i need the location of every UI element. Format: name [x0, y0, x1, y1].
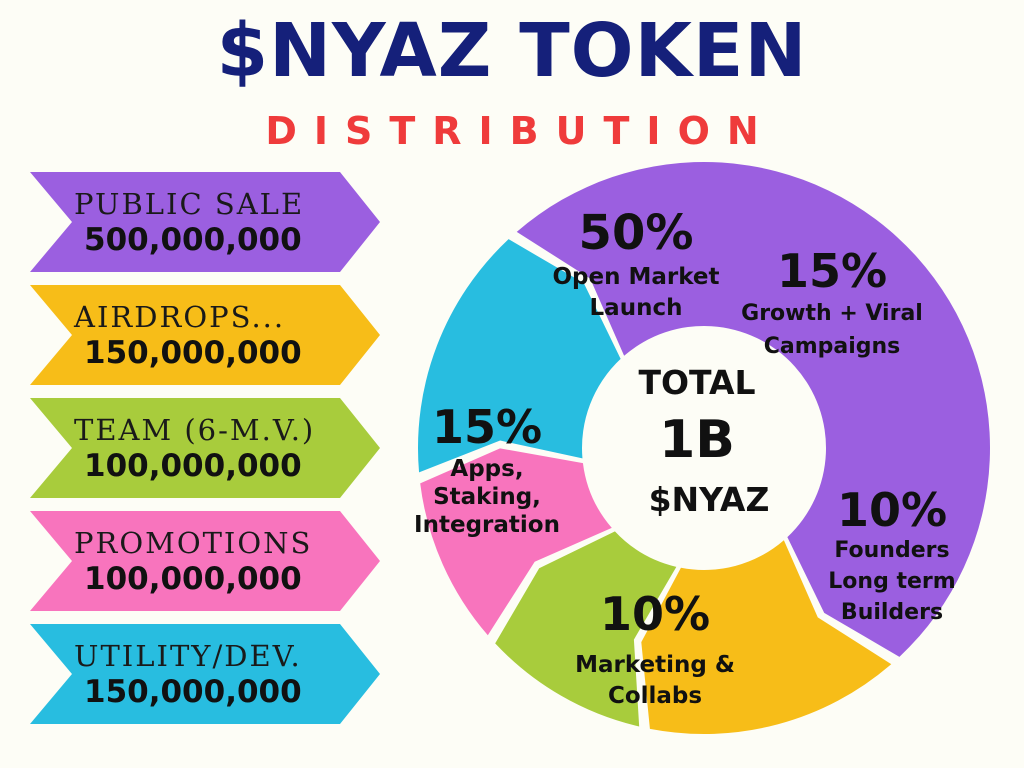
banner-shape: [30, 172, 380, 272]
segment-description-label: Open Market: [552, 264, 719, 290]
segment-description-label: Campaigns: [764, 334, 901, 359]
segment-percent-label: 15%: [777, 244, 887, 298]
allocation-amount: 150,000,000: [84, 674, 302, 710]
allocation-label: PROMOTIONS: [74, 526, 313, 560]
segment-description-label: Collabs: [608, 683, 702, 709]
banner-shape: [30, 285, 380, 385]
segment-description-label: Growth + Viral: [741, 301, 923, 326]
allocation-amount: 150,000,000: [84, 335, 302, 371]
allocation-label: UTILITY/DEV.: [74, 639, 302, 673]
donut-segment: [418, 239, 621, 473]
banner-shape: [30, 624, 380, 724]
allocation-team: TEAM (6-M.V.) 100,000,000: [30, 398, 380, 498]
donut-segment: [516, 161, 991, 657]
segment-percent-label: 50%: [579, 205, 694, 261]
segment-description-label: Builders: [841, 600, 943, 625]
donut-segment: [495, 531, 677, 727]
allocation-airdrops: AIRDROPS... 150,000,000: [30, 285, 380, 385]
donut-segment: [420, 448, 612, 636]
segment-percent-label: 10%: [600, 587, 710, 641]
banner-shape: [30, 511, 380, 611]
center-token-symbol: $NYAZ: [649, 480, 770, 519]
segment-description-label: Apps,: [450, 456, 523, 482]
segment-description-label: Integration: [414, 512, 560, 538]
segment-description-label: Launch: [590, 295, 683, 321]
allocation-public-sale: PUBLIC SALE 500,000,000: [30, 172, 380, 272]
allocation-label: PUBLIC SALE: [74, 187, 305, 221]
segment-description-label: Founders: [834, 538, 949, 563]
allocation-label: TEAM (6-M.V.): [74, 413, 316, 447]
segment-description-label: Staking,: [433, 484, 541, 510]
center-total-label: TOTAL: [638, 363, 755, 402]
center-total-value: 1B: [659, 410, 735, 470]
segment-percent-label: 15%: [432, 400, 542, 454]
allocation-utility-dev: UTILITY/DEV. 150,000,000: [30, 624, 380, 724]
donut-segment: [641, 540, 892, 734]
allocation-promotions: PROMOTIONS 100,000,000: [30, 511, 380, 611]
segment-description-label: Marketing &: [575, 652, 735, 678]
allocation-amount: 500,000,000: [84, 222, 302, 258]
page-title: $NYAZ TOKEN: [216, 8, 808, 94]
page-subtitle: DISTRIBUTION: [265, 109, 776, 153]
segment-percent-label: 10%: [837, 483, 947, 537]
allocation-amount: 100,000,000: [84, 448, 302, 484]
segment-description-label: Long term: [828, 569, 955, 594]
allocation-label: AIRDROPS...: [74, 300, 286, 334]
allocation-amount: 100,000,000: [84, 561, 302, 597]
banner-shape: [30, 398, 380, 498]
